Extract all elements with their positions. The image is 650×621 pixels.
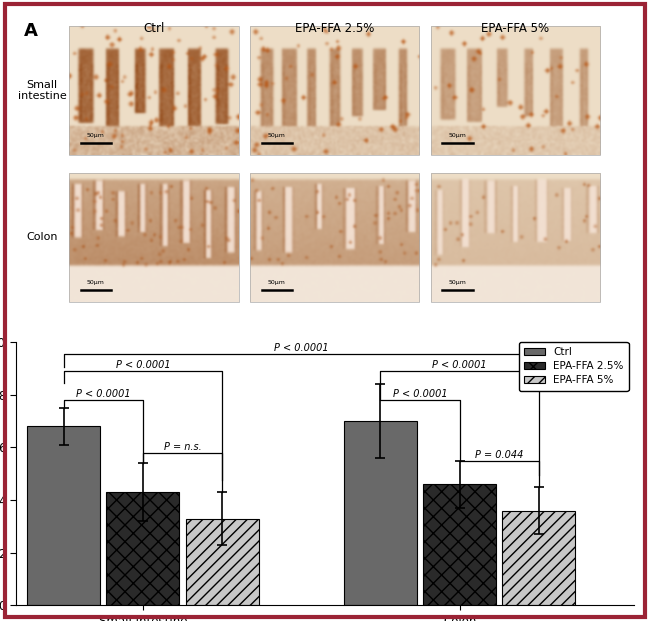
Text: P = 0.044: P = 0.044 (475, 450, 523, 460)
Text: P < 0.0001: P < 0.0001 (116, 360, 170, 370)
Bar (344, 421, 417, 605)
Bar (250, 173, 419, 302)
Legend: Ctrl, EPA-FFA 2.5%, EPA-FFA 5%: Ctrl, EPA-FFA 2.5%, EPA-FFA 5% (519, 342, 629, 391)
Text: P < 0.0001: P < 0.0001 (76, 389, 131, 399)
Text: P = n.s.: P = n.s. (164, 442, 202, 451)
Bar (423, 484, 496, 605)
Bar (430, 173, 601, 302)
Text: Colon: Colon (27, 232, 58, 242)
Bar (186, 519, 259, 605)
Bar (107, 492, 179, 605)
Bar (27, 426, 100, 605)
Text: P < 0.0001: P < 0.0001 (432, 360, 487, 370)
Text: EPA-FFA 5%: EPA-FFA 5% (482, 22, 549, 35)
Text: 50μm: 50μm (268, 280, 286, 285)
Bar (502, 510, 575, 605)
Text: A: A (23, 22, 38, 40)
Bar (69, 173, 239, 302)
Text: 50μm: 50μm (449, 133, 467, 138)
Text: 50μm: 50μm (87, 133, 105, 138)
Text: 50μm: 50μm (449, 280, 467, 285)
Bar (69, 26, 239, 155)
Bar (250, 26, 419, 155)
Text: P < 0.0001: P < 0.0001 (274, 343, 328, 353)
Text: EPA-FFA 2.5%: EPA-FFA 2.5% (295, 22, 374, 35)
Text: Small
intestine: Small intestine (18, 79, 66, 101)
Text: 50μm: 50μm (87, 280, 105, 285)
Text: 50μm: 50μm (268, 133, 286, 138)
Text: P < 0.0001: P < 0.0001 (393, 389, 447, 399)
Text: Ctrl: Ctrl (143, 22, 164, 35)
Bar (430, 26, 601, 155)
